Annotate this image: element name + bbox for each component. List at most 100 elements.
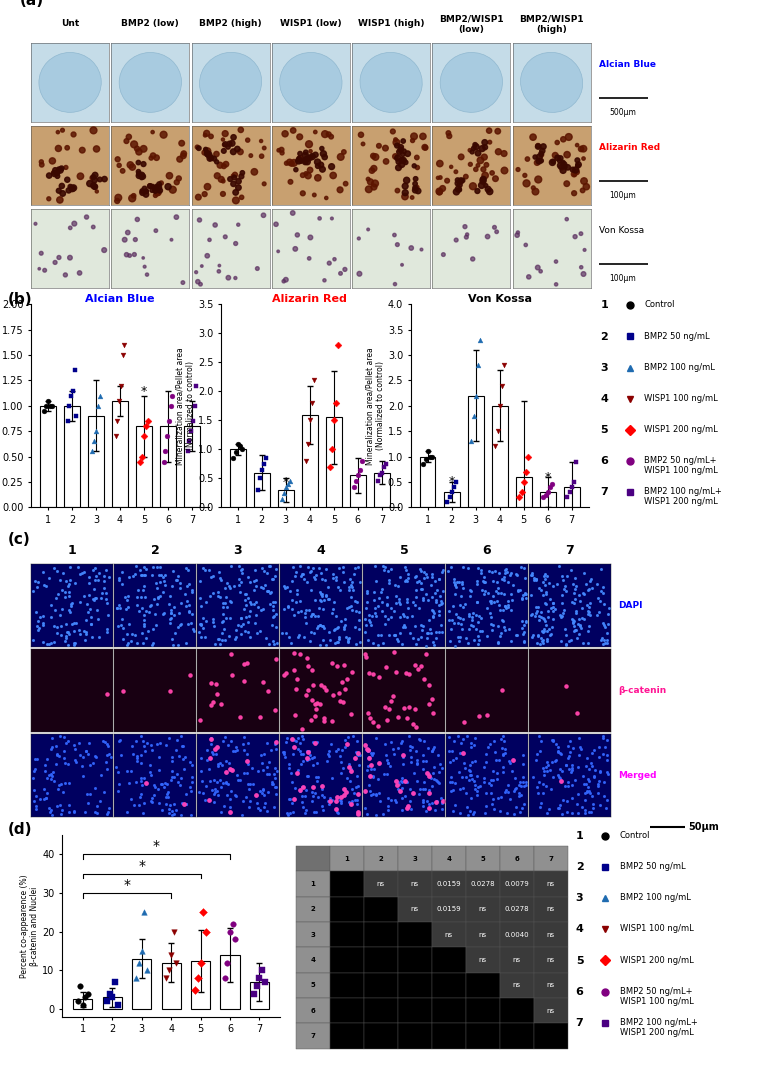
Point bbox=[345, 763, 357, 780]
Point bbox=[526, 567, 538, 584]
Point bbox=[559, 778, 571, 795]
Point bbox=[338, 656, 351, 673]
Point bbox=[101, 805, 114, 822]
Point bbox=[138, 904, 151, 921]
Point bbox=[87, 592, 100, 609]
Point bbox=[269, 759, 282, 776]
Point bbox=[111, 412, 124, 429]
Point bbox=[353, 747, 366, 764]
Point bbox=[312, 157, 324, 174]
Point bbox=[227, 129, 240, 146]
Point bbox=[600, 799, 612, 816]
Point bbox=[255, 132, 268, 150]
Point bbox=[73, 566, 86, 583]
Point bbox=[262, 557, 275, 575]
Point bbox=[445, 621, 457, 638]
Point bbox=[163, 800, 175, 817]
Point bbox=[492, 634, 504, 651]
Point bbox=[461, 806, 474, 823]
Point bbox=[166, 769, 179, 786]
Point bbox=[339, 628, 352, 645]
Point bbox=[184, 779, 197, 796]
Point bbox=[457, 599, 470, 616]
Point bbox=[442, 563, 454, 580]
Point bbox=[261, 784, 274, 801]
Point bbox=[300, 768, 313, 785]
Point bbox=[461, 727, 473, 744]
Point bbox=[61, 171, 73, 188]
Point bbox=[449, 577, 461, 594]
Point bbox=[338, 618, 350, 635]
Point bbox=[248, 985, 261, 1002]
Point bbox=[242, 775, 254, 792]
Point bbox=[161, 427, 173, 444]
Point bbox=[519, 167, 531, 184]
Point bbox=[266, 617, 279, 634]
Point bbox=[393, 591, 405, 608]
Point bbox=[139, 566, 152, 583]
Point bbox=[372, 637, 384, 654]
Point bbox=[525, 628, 538, 645]
Point bbox=[483, 122, 496, 139]
Point bbox=[89, 590, 101, 607]
Point bbox=[296, 752, 309, 769]
Point bbox=[435, 596, 447, 613]
Point bbox=[538, 767, 550, 784]
Point bbox=[534, 733, 547, 750]
Point bbox=[295, 756, 307, 773]
Point bbox=[76, 142, 89, 159]
Point bbox=[214, 157, 226, 174]
Point bbox=[122, 587, 135, 604]
Point bbox=[314, 592, 327, 609]
Point bbox=[283, 582, 296, 599]
Point bbox=[244, 628, 257, 645]
Point bbox=[406, 739, 419, 756]
Point bbox=[453, 574, 465, 591]
Y-axis label: Mineralization area/Pellet area
(Normalized to control): Mineralization area/Pellet area (Normali… bbox=[366, 347, 385, 465]
Point bbox=[157, 779, 170, 796]
Point bbox=[234, 143, 247, 160]
Point bbox=[553, 800, 566, 817]
Point bbox=[87, 177, 100, 194]
Point bbox=[219, 728, 231, 745]
Point bbox=[205, 568, 217, 585]
Point bbox=[160, 775, 173, 792]
Point bbox=[578, 611, 591, 628]
Point bbox=[323, 742, 335, 759]
Point bbox=[571, 629, 584, 646]
Point bbox=[345, 579, 358, 596]
Point bbox=[302, 658, 314, 675]
Point bbox=[288, 790, 300, 807]
Point bbox=[252, 799, 265, 816]
Point bbox=[478, 148, 490, 166]
Point bbox=[174, 575, 187, 592]
Point bbox=[433, 570, 445, 587]
Point bbox=[258, 799, 270, 816]
Point bbox=[594, 797, 606, 814]
Point bbox=[466, 608, 478, 625]
Point bbox=[302, 168, 314, 185]
Point bbox=[325, 441, 338, 458]
Point bbox=[212, 787, 225, 804]
Point bbox=[366, 747, 378, 764]
Point bbox=[517, 625, 529, 642]
Text: 6: 6 bbox=[601, 456, 608, 466]
Point bbox=[305, 148, 317, 166]
Point bbox=[165, 601, 177, 618]
Point bbox=[490, 583, 503, 600]
Point bbox=[543, 801, 555, 818]
Point bbox=[33, 619, 45, 637]
Point bbox=[426, 795, 439, 812]
Point bbox=[225, 733, 237, 750]
Point bbox=[489, 563, 502, 580]
Point bbox=[568, 166, 580, 183]
Point bbox=[389, 627, 401, 644]
Point bbox=[527, 179, 539, 197]
Point bbox=[388, 576, 401, 593]
Point bbox=[407, 593, 419, 610]
Point bbox=[258, 973, 271, 990]
Point bbox=[232, 216, 244, 233]
Point bbox=[517, 624, 530, 641]
Point bbox=[370, 786, 382, 803]
Point bbox=[31, 617, 44, 634]
